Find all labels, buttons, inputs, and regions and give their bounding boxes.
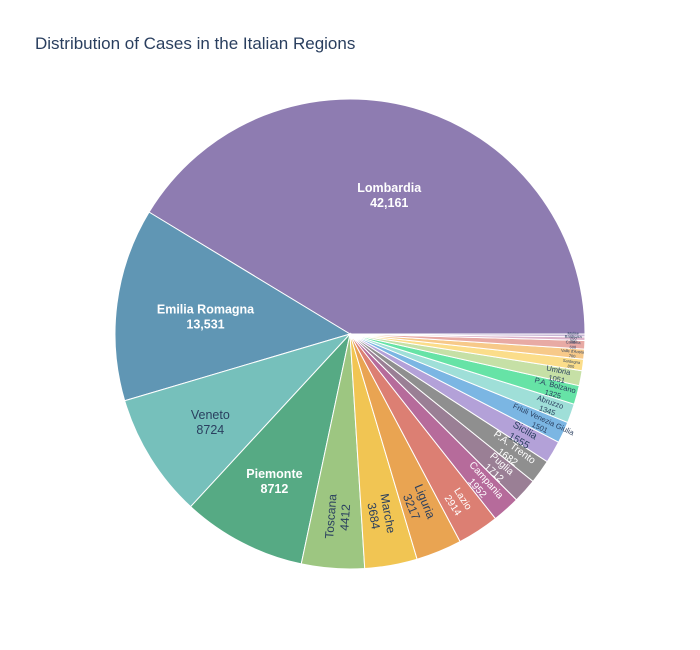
- pie-slice-emilia-romagna[interactable]: [114, 211, 352, 402]
- pie-slice-piemonte[interactable]: [189, 332, 351, 565]
- slice-label: Molise 200: [567, 331, 579, 341]
- slice-label: Veneto 8724: [191, 408, 230, 437]
- pie-slice-lombardia[interactable]: [148, 98, 586, 335]
- pie-slice-molise[interactable]: [349, 333, 586, 338]
- slice-label: Emilia Romagna 13,531: [157, 302, 255, 331]
- pie-slice-veneto[interactable]: [124, 333, 352, 508]
- slice-label: Lombardia 42,161: [357, 181, 422, 210]
- slice-label: Valle d'Aosta700: [561, 348, 585, 360]
- slice-label: Sardegna800: [562, 358, 581, 370]
- slice-label: Toscana4412: [322, 493, 354, 540]
- chart-title: Distribution of Cases in the Italian Reg…: [35, 34, 356, 53]
- slice-label: Marche3684: [363, 493, 398, 538]
- slice-label: Calabria600: [565, 339, 581, 350]
- slice-label: Basilicata250: [565, 334, 583, 344]
- slice-label: Umbria1051: [544, 364, 572, 386]
- slice-label: Piemonte 8712: [246, 467, 302, 496]
